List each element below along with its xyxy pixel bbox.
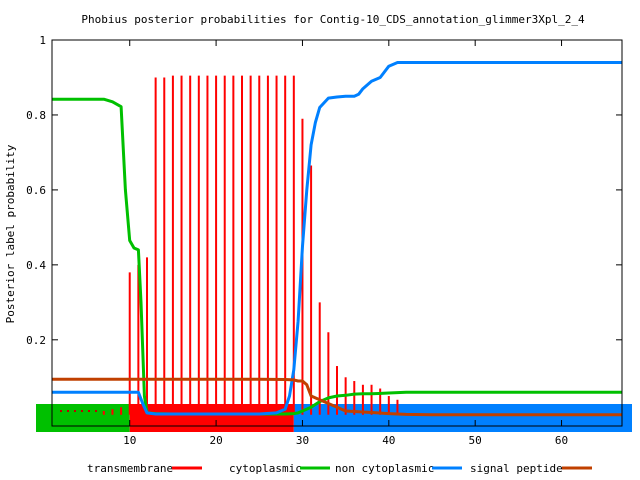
x-tick-label: 40 bbox=[382, 434, 395, 447]
y-tick-label: 0.8 bbox=[26, 109, 46, 122]
legend: transmembrane cytoplasmic non cytoplasmic s… bbox=[87, 462, 592, 475]
series-line-signal-peptide bbox=[52, 377, 622, 417]
tm-dot bbox=[60, 410, 62, 412]
tm-dot bbox=[88, 410, 90, 412]
series-line-non-cytoplasmic bbox=[52, 61, 622, 416]
series-lines-layer bbox=[52, 61, 622, 417]
legend-label-transmembrane: transmembrane bbox=[87, 462, 173, 475]
x-tick-label: 60 bbox=[555, 434, 568, 447]
axis-ticks-layer: 0.2 0.4 0.6 0.8 1 10 20 30 40 50 60 bbox=[26, 34, 622, 447]
legend-label-non-cytoplasmic: non cytoplasmic bbox=[335, 462, 434, 475]
x-tick-label: 10 bbox=[123, 434, 136, 447]
x-tick-label: 50 bbox=[469, 434, 482, 447]
topology-segment-non-cytoplasmic bbox=[293, 404, 632, 432]
y-axis-label: Posterior label probability bbox=[4, 144, 17, 323]
tm-dot bbox=[95, 410, 97, 412]
tm-dot bbox=[74, 410, 76, 412]
y-tick-label: 0.6 bbox=[26, 184, 46, 197]
y-tick-label: 0.4 bbox=[26, 259, 46, 272]
y-tick-label: 0.2 bbox=[26, 334, 46, 347]
chart-title: Phobius posterior probabilities for Cont… bbox=[81, 13, 585, 26]
topology-segment-transmembrane bbox=[129, 404, 294, 432]
topology-bar-layer bbox=[36, 404, 632, 432]
legend-label-signal-peptide: signal peptide bbox=[470, 462, 563, 475]
legend-label-cytoplasmic: cytoplasmic bbox=[229, 462, 302, 475]
transmembrane-impulses-layer bbox=[102, 75, 399, 415]
tm-dot bbox=[67, 410, 69, 412]
topology-segment-cytoplasmic bbox=[36, 404, 130, 432]
tm-dot bbox=[81, 410, 83, 412]
x-tick-label: 20 bbox=[209, 434, 222, 447]
y-tick-label: 1 bbox=[39, 34, 46, 47]
plot-frame bbox=[51, 39, 623, 427]
x-tick-label: 30 bbox=[296, 434, 309, 447]
